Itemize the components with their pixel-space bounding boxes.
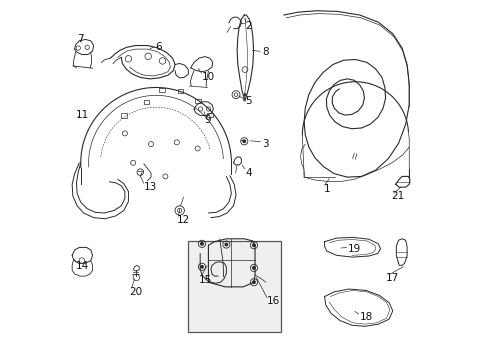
Text: 19: 19 [348, 244, 362, 254]
Circle shape [200, 242, 203, 245]
Bar [177, 89, 183, 93]
Text: 1: 1 [324, 184, 331, 194]
Text: 13: 13 [144, 182, 157, 192]
Bar [159, 88, 165, 93]
Bar [121, 113, 126, 118]
Text: 5: 5 [245, 96, 252, 106]
Text: 8: 8 [262, 46, 269, 57]
Bar [207, 113, 213, 117]
Circle shape [252, 244, 255, 247]
Circle shape [252, 266, 255, 269]
Text: 12: 12 [177, 215, 190, 225]
Text: 16: 16 [267, 296, 280, 306]
Text: 4: 4 [245, 168, 252, 178]
Text: 6: 6 [155, 42, 162, 52]
Text: 3: 3 [262, 139, 269, 149]
Circle shape [200, 265, 203, 268]
Text: 18: 18 [360, 312, 373, 322]
Text: 14: 14 [76, 261, 89, 271]
Text: 15: 15 [199, 275, 212, 285]
Bar [144, 100, 149, 104]
Bar [195, 99, 200, 103]
Text: 21: 21 [392, 191, 405, 201]
Text: 2: 2 [245, 21, 252, 31]
Text: 11: 11 [76, 111, 89, 121]
Bar [188, 241, 281, 332]
Circle shape [225, 243, 228, 246]
Text: 17: 17 [386, 273, 399, 283]
Text: 7: 7 [77, 35, 84, 44]
Circle shape [243, 140, 245, 143]
Text: 20: 20 [129, 287, 143, 297]
Text: 9: 9 [205, 115, 212, 125]
Text: 10: 10 [202, 72, 215, 82]
Circle shape [252, 281, 255, 284]
